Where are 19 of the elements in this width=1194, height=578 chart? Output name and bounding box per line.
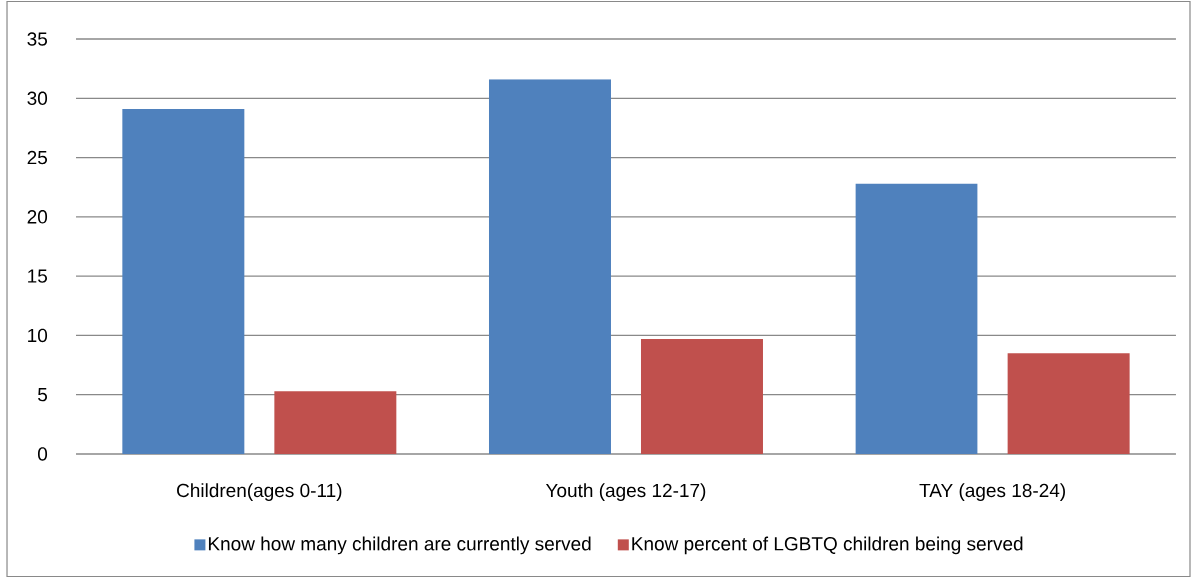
bar [274,391,397,454]
y-tick-label: 20 [27,210,48,224]
bar [640,338,763,454]
x-tick-label: Youth (ages 12-17) [545,483,706,501]
y-tick-label: 5 [38,388,48,402]
y-tick-label: 30 [27,91,48,106]
legend-label: Know how many children are currently served [208,536,591,555]
y-tick-label: 15 [28,269,48,283]
bar [122,108,245,454]
y-tick-label: 25 [27,150,48,165]
bar [488,79,611,454]
y-tick-label: 10 [28,328,48,343]
bar [1007,353,1130,454]
y-tick-label: 0 [37,447,48,461]
x-tick-label: TAY (ages 18-24) [919,483,1065,501]
legend-label: Know percent of LGBTQ children being served [632,536,1023,555]
x-tick-label: Children(ages 0-11) [177,483,342,501]
bar [855,183,978,454]
y-tick-label: 35 [27,32,48,46]
